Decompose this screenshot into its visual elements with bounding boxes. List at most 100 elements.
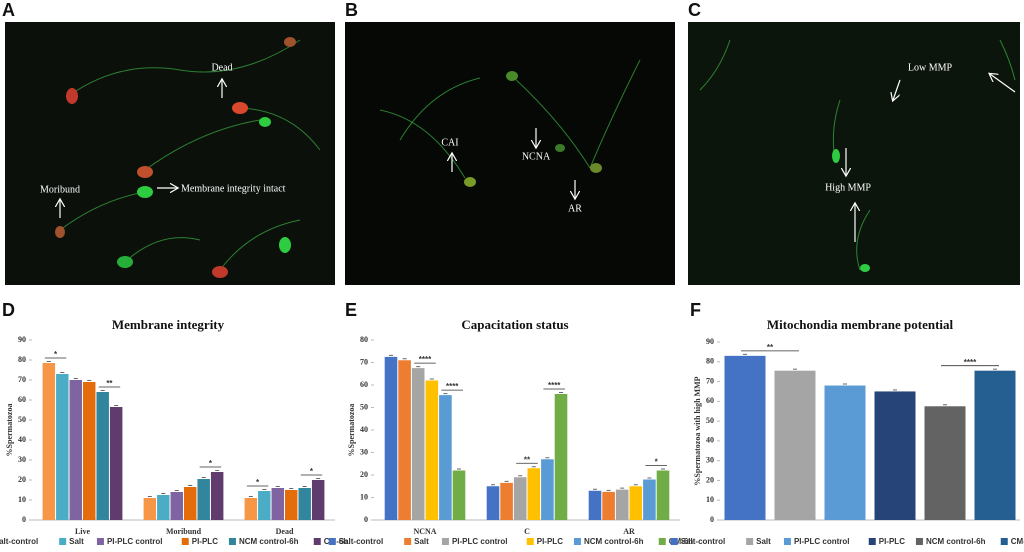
legend-label: NCM control-6h [926,537,986,546]
annotation: Membrane integrity intact [181,183,286,194]
y-tick-label: 30 [18,455,26,464]
legend-label: CM-6h [669,537,694,546]
legend-label: PI-PLC control [452,537,508,546]
y-tick-label: 80 [18,355,26,364]
legend-swatch [746,538,754,545]
bar [69,380,82,520]
bar [143,498,157,520]
panel-label: E [345,300,357,320]
significance-label: **** [964,358,977,367]
legend-label: NCM control-6h [239,537,299,546]
significance-label: * [54,350,58,359]
y-tick-label: 10 [18,495,26,504]
significance-label: **** [419,355,432,364]
y-tick-label: 40 [18,435,26,444]
bar [210,472,224,520]
significance-label: ** [767,343,774,352]
y-tick-label: 0 [710,515,714,524]
significance-label: * [655,458,659,467]
legend-label: Salt-control [339,537,383,546]
legend-label: Salt [69,537,84,546]
micrograph-c: Low MMP High MMP C [688,0,1020,285]
bar [527,468,541,520]
panel-label: C [688,0,701,20]
bar [184,487,197,520]
bar [500,482,513,520]
y-tick-label: 60 [360,380,368,389]
bar [774,370,816,520]
bar [384,356,398,520]
bar [643,479,656,520]
bar [285,490,298,520]
y-tick-label: 80 [706,357,714,366]
y-tick-label: 60 [706,396,714,405]
y-tick-label: 10 [360,492,368,501]
bar [157,495,170,520]
legend-swatch [1000,538,1008,545]
legend-label: PI-PLC [192,537,218,546]
significance-label: **** [446,382,459,391]
panel-label: F [690,300,701,320]
legend-label: Salt [414,537,429,546]
y-tick-label: 20 [706,475,714,484]
bar [439,395,452,520]
panel-label: B [345,0,358,20]
bar [486,486,500,520]
y-tick-label: 80 [360,335,368,344]
y-tick-label: 90 [18,335,26,344]
legend-swatch [181,538,189,545]
panel-label: D [2,300,15,320]
bar [588,490,602,520]
y-tick-label: 20 [360,470,368,479]
significance-label: * [209,459,213,468]
x-tick-label: Moribund [166,527,202,536]
legend-swatch [526,538,534,545]
bar [724,355,766,520]
bar [42,363,56,520]
annotation: Dead [211,62,232,73]
legend-label: PI-PLC control [794,537,850,546]
y-tick-label: 20 [18,475,26,484]
annotation: Moribund [40,184,80,195]
chart-title: Capacitation status [461,317,568,332]
annotation: NCNA [522,151,551,162]
x-tick-label: C [524,527,530,536]
bar [513,477,527,520]
legend-label: CM-6h [1011,537,1024,546]
bar [554,394,568,520]
legend-swatch [228,538,236,545]
bar [411,368,425,520]
x-tick-label: Live [75,527,91,536]
bar [244,498,258,520]
legend-label: Salt-control [681,537,725,546]
y-tick-label: 40 [706,436,714,445]
bar [629,486,643,520]
bar [874,391,916,520]
x-tick-label: Dead [276,527,294,536]
legend-swatch [573,538,581,545]
y-tick-label: 70 [18,375,26,384]
legend-swatch [658,538,666,545]
x-tick-label: AR [623,527,635,536]
y-tick-label: 90 [706,337,714,346]
annotation: High MMP [825,182,871,193]
significance-label: * [310,467,314,476]
y-tick-label: 50 [360,402,368,411]
annotation: CAI [441,137,458,148]
legend-label: Salt [756,537,771,546]
legend-swatch [441,538,449,545]
panel-label: A [2,0,15,20]
legend-swatch [313,538,321,545]
significance-label: ** [524,455,531,464]
legend-swatch [404,538,412,545]
bar [271,488,284,520]
bar [615,489,629,520]
chart-title: Mitochondia membrane potential [767,317,954,332]
legend-label: Salt-control [0,537,38,546]
bar [311,480,325,520]
x-tick-label: NCNA [413,527,436,536]
bar [298,488,311,520]
annotation: Low MMP [908,62,953,73]
significance-label: * [256,478,260,487]
